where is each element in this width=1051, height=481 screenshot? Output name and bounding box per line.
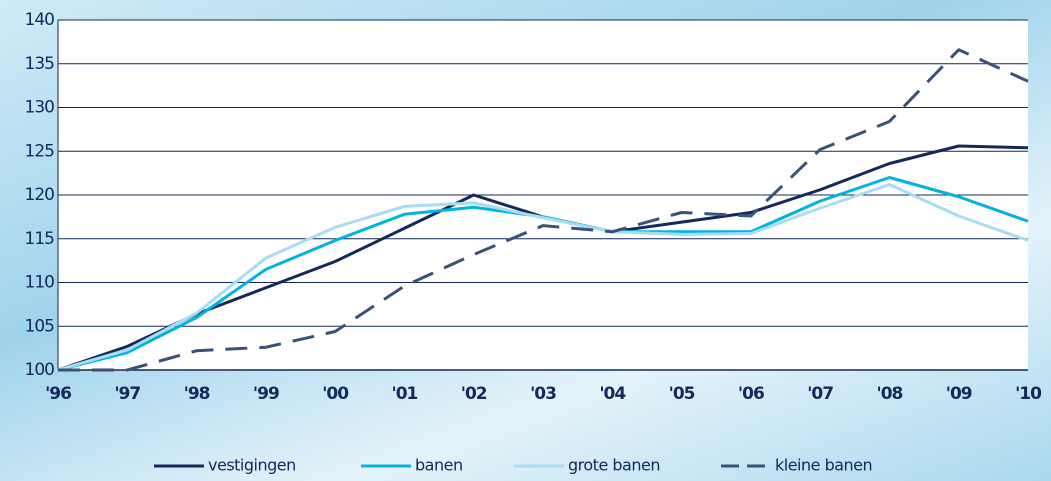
x-tick-label: '06 [738, 384, 764, 404]
y-tick-label: 140 [25, 10, 55, 30]
x-tick-label: '04 [599, 384, 626, 404]
x-tick-label: '96 [45, 384, 71, 404]
legend-label: grote banen [568, 456, 660, 475]
y-tick-label: 100 [25, 360, 55, 380]
legend-label: kleine banen [775, 456, 872, 475]
legend-label: banen [415, 456, 463, 475]
x-tick-label: '01 [391, 384, 417, 404]
y-tick-label: 120 [25, 185, 55, 205]
x-tick-label: '97 [114, 384, 140, 404]
x-tick-label: '02 [461, 384, 487, 404]
x-tick-label: '00 [322, 384, 349, 404]
x-tick-label: '05 [669, 384, 695, 404]
y-tick-label: 115 [25, 229, 55, 249]
x-tick-label: '99 [253, 384, 279, 404]
x-tick-label: '09 [946, 384, 972, 404]
x-tick-label: '98 [184, 384, 210, 404]
y-tick-label: 105 [25, 316, 55, 336]
x-tick-label: '07 [807, 384, 833, 404]
y-tick-label: 135 [25, 54, 55, 74]
series-line [58, 48, 1029, 372]
x-tick-label: '10 [1015, 384, 1042, 404]
y-tick-label: 125 [25, 141, 55, 161]
y-tick-label: 110 [25, 273, 55, 293]
x-tick-label: '03 [530, 384, 556, 404]
x-tick-label: '08 [876, 384, 902, 404]
series-line [57, 183, 1029, 372]
y-tick-label: 130 [25, 98, 55, 118]
legend-label: vestigingen [208, 456, 296, 475]
